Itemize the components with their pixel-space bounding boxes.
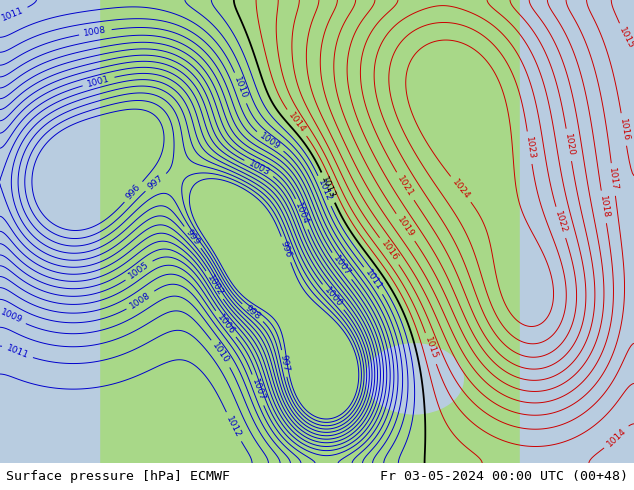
Text: 997: 997 <box>278 354 290 373</box>
Text: 1005: 1005 <box>127 260 151 281</box>
Text: 1012: 1012 <box>224 415 243 439</box>
Text: Fr 03-05-2024 00:00 UTC (00+48): Fr 03-05-2024 00:00 UTC (00+48) <box>380 470 628 483</box>
Text: 998: 998 <box>243 304 262 321</box>
Text: 997: 997 <box>146 173 165 191</box>
Text: 1014: 1014 <box>287 111 307 135</box>
Text: 1008: 1008 <box>129 291 153 311</box>
Text: 1015: 1015 <box>423 336 439 361</box>
Text: 1017: 1017 <box>607 168 619 192</box>
FancyBboxPatch shape <box>0 0 99 465</box>
Text: 1007: 1007 <box>331 254 352 278</box>
FancyBboxPatch shape <box>521 0 634 465</box>
Text: Surface pressure [hPa] ECMWF: Surface pressure [hPa] ECMWF <box>6 470 230 483</box>
Text: 1016: 1016 <box>618 118 630 142</box>
Text: 999: 999 <box>184 228 202 247</box>
Text: 1010: 1010 <box>210 342 231 366</box>
Text: 1009: 1009 <box>258 131 282 152</box>
Ellipse shape <box>366 344 463 414</box>
Text: 1018: 1018 <box>598 195 610 219</box>
Text: 1001: 1001 <box>86 74 111 89</box>
Text: 996: 996 <box>279 240 293 259</box>
Text: 1016: 1016 <box>379 239 399 263</box>
Text: 1004: 1004 <box>294 202 311 226</box>
Text: 1020: 1020 <box>562 133 575 157</box>
Text: 1024: 1024 <box>450 177 472 201</box>
Text: 1019: 1019 <box>395 215 416 240</box>
Text: 1002: 1002 <box>205 273 224 297</box>
Text: 1023: 1023 <box>524 136 536 160</box>
Text: 1010: 1010 <box>232 75 249 100</box>
Text: 1011: 1011 <box>5 343 30 360</box>
Text: 1011: 1011 <box>363 269 384 293</box>
Text: 996: 996 <box>124 182 143 201</box>
Text: 1021: 1021 <box>396 174 415 198</box>
Text: 1013: 1013 <box>320 175 337 200</box>
Text: 1007: 1007 <box>250 378 266 402</box>
Text: 1022: 1022 <box>553 210 568 235</box>
Text: 1015: 1015 <box>617 26 634 50</box>
Text: 1009: 1009 <box>0 307 23 325</box>
Text: 1014: 1014 <box>605 426 628 448</box>
Text: 1008: 1008 <box>83 26 107 38</box>
Text: 1006: 1006 <box>215 312 236 336</box>
Text: 1000: 1000 <box>322 285 344 309</box>
Text: 1012: 1012 <box>316 178 333 203</box>
Text: 1011: 1011 <box>1 6 25 23</box>
Text: 1003: 1003 <box>247 158 271 177</box>
